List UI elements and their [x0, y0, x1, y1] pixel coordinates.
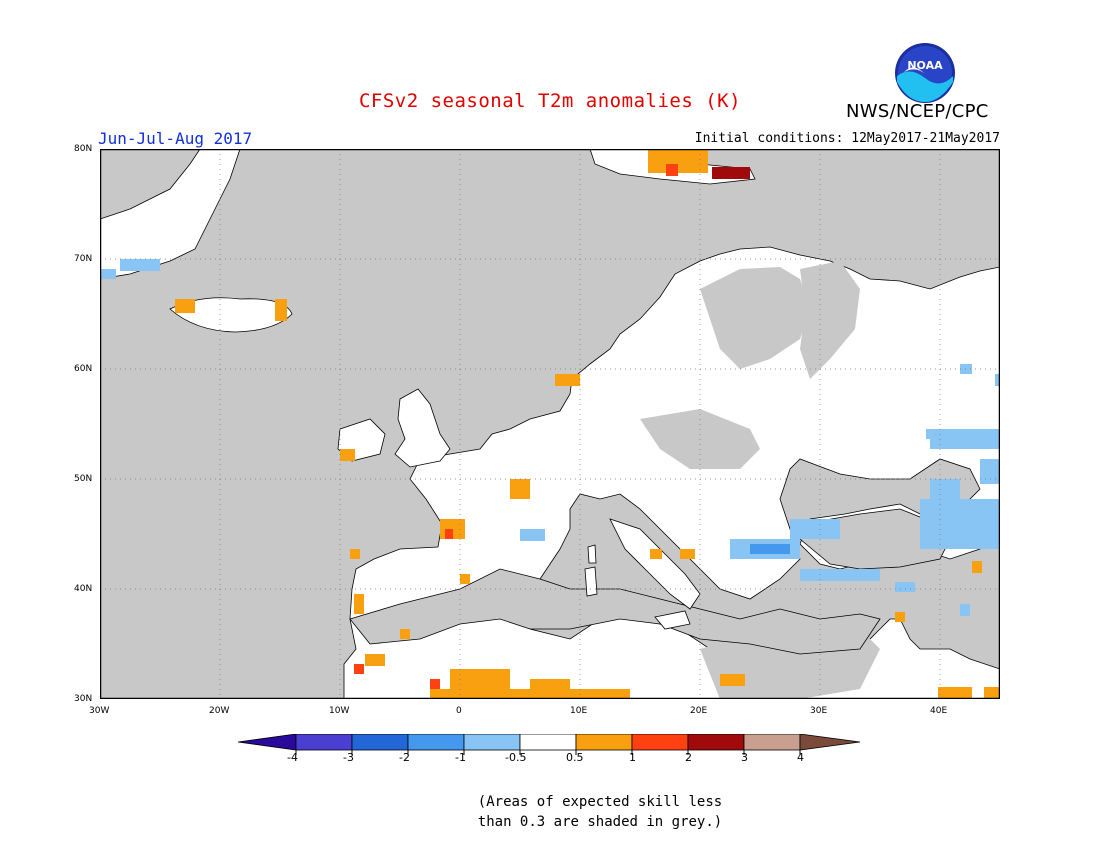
colorbar-label: 3	[741, 751, 748, 764]
lat-tick-50N: 50N	[74, 474, 93, 484]
colorbar-cell	[351, 734, 409, 751]
colorbar-cell	[743, 734, 801, 751]
mediterranean-sea	[349, 568, 881, 655]
italy-peninsula	[609, 518, 701, 610]
iceland	[169, 297, 293, 333]
colorbar-label: 0.5	[566, 751, 584, 764]
skill-note: (Areas of expected skill less than 0.3 a…	[440, 792, 760, 832]
colorbar-cell	[575, 734, 633, 751]
colorbar-label: -4	[287, 751, 298, 764]
warm-anomaly-cells	[175, 149, 1000, 699]
agency-label: NWS/NCEP/CPC	[846, 101, 989, 122]
map-frame	[100, 149, 1000, 699]
lon-tick-10E: 10E	[570, 706, 588, 716]
colorbar	[238, 734, 861, 755]
season-label: Jun-Jul-Aug 2017	[98, 129, 253, 148]
svg-text:NOAA: NOAA	[907, 59, 943, 72]
colorbar-label: -1	[455, 751, 466, 764]
corsica	[587, 544, 597, 564]
noaa-logo: NOAA	[895, 43, 955, 103]
colorbar-label: 2	[685, 751, 692, 764]
anomaly-map	[100, 149, 1000, 699]
lat-tick-30N: 30N	[74, 694, 93, 704]
sicily	[654, 610, 691, 630]
lon-tick-10W: 10W	[329, 706, 350, 716]
greenland	[100, 149, 241, 280]
colorbar-cell	[295, 734, 353, 751]
colorbar-label: -0.5	[505, 751, 527, 764]
colorbar-cell	[407, 734, 465, 751]
colorbar-cell	[631, 734, 689, 751]
scandinavia-grey-area	[700, 267, 810, 369]
skill-note-line-2: than 0.3 are shaded in grey.)	[477, 814, 723, 830]
lon-tick-0: 0	[456, 706, 462, 716]
strong-warm-anomaly-cells	[354, 164, 678, 689]
lat-tick-60N: 60N	[74, 364, 93, 374]
colorbar-upper-arrow	[799, 734, 861, 751]
great-britain	[394, 388, 451, 468]
graticule	[100, 149, 1000, 699]
initial-conditions-label: Initial conditions: 12May2017-21May2017	[694, 131, 1000, 146]
chart-title: CFSv2 seasonal T2m anomalies (K)	[358, 90, 742, 112]
colorbar-label: 4	[797, 751, 804, 764]
moderate-cool-anomaly-cells	[750, 544, 790, 554]
lon-tick-30W: 30W	[89, 706, 110, 716]
lat-tick-80N: 80N	[74, 144, 93, 154]
colorbar-label: -3	[343, 751, 354, 764]
lon-tick-40E: 40E	[930, 706, 948, 716]
very-strong-warm-anomaly-cells	[712, 167, 750, 179]
colorbar-cell	[463, 734, 521, 751]
lon-tick-20E: 20E	[690, 706, 708, 716]
colorbar-lower-arrow	[238, 734, 297, 751]
lon-tick-30E: 30E	[810, 706, 828, 716]
sardinia	[584, 566, 598, 597]
colorbar-label: 1	[629, 751, 636, 764]
lon-tick-20W: 20W	[209, 706, 230, 716]
colorbar-cell	[519, 734, 577, 751]
colorbar-cell	[687, 734, 745, 751]
finland-grey-area	[800, 261, 860, 379]
lat-tick-40N: 40N	[74, 584, 93, 594]
colorbar-label: -2	[399, 751, 410, 764]
skill-note-line-1: (Areas of expected skill less	[477, 794, 723, 810]
lat-tick-70N: 70N	[74, 254, 93, 264]
